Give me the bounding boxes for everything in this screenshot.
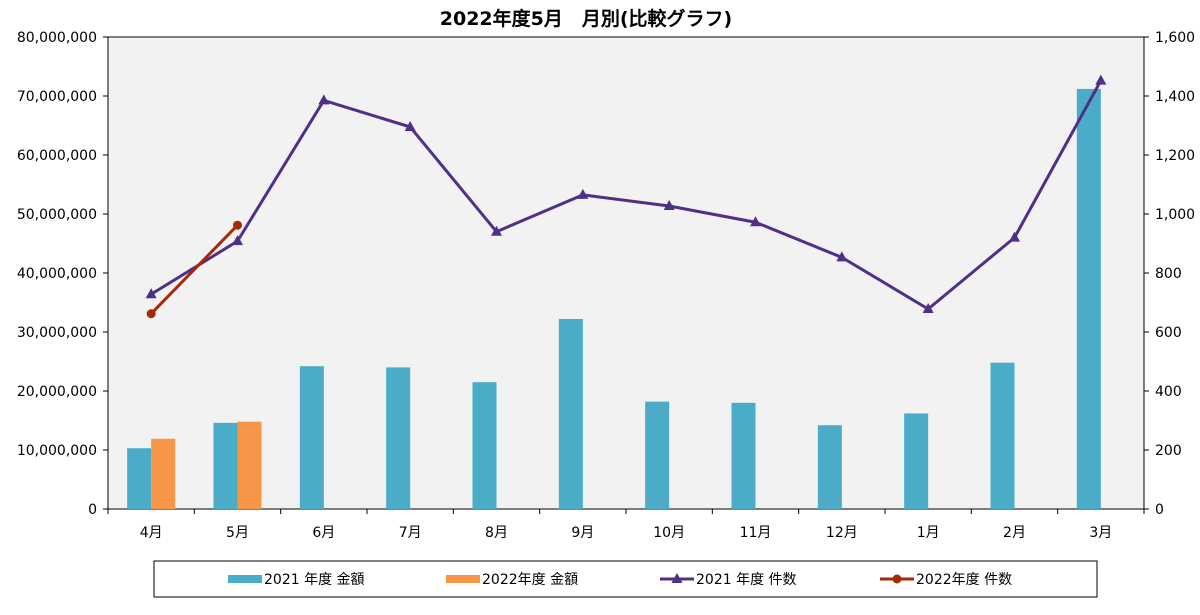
plot-area [107, 36, 1145, 510]
point-2021-8 [836, 251, 848, 262]
bar-2021-5 [558, 319, 583, 509]
point-2021-0 [145, 288, 157, 299]
x-tick-label: 3月 [1089, 525, 1112, 541]
x-tick-label: 10月 [653, 525, 685, 541]
x-tick-label: 11月 [740, 525, 772, 541]
right-tick-label: 1,200 [1155, 148, 1195, 164]
legend-box [153, 560, 1098, 598]
right-tick-label: 1,400 [1155, 89, 1195, 105]
left-tick-label: 70,000,000 [17, 89, 97, 105]
right-tick-label: 0 [1155, 502, 1164, 518]
x-tick-label: 8月 [485, 525, 508, 541]
point-2021-2 [318, 94, 330, 105]
right-tick-label: 200 [1155, 443, 1182, 459]
legend-label-0: 2021 年度 金額 [264, 572, 365, 588]
x-tick-label: 6月 [312, 525, 335, 541]
bar-2022-0 [151, 438, 176, 509]
point-2022-1 [233, 220, 242, 230]
bar-2021-1 [213, 422, 238, 509]
left-tick-label: 50,000,000 [17, 207, 97, 223]
left-tick-label: 60,000,000 [17, 148, 97, 164]
bar-2021-4 [472, 382, 497, 509]
left-tick-label: 20,000,000 [17, 384, 97, 400]
legend-marker-2 [671, 573, 683, 583]
right-tick-label: 600 [1155, 325, 1182, 341]
bar-layer [127, 88, 1101, 510]
bar-2021-8 [817, 425, 842, 509]
left-tick-label: 40,000,000 [17, 266, 97, 282]
point-2021-4 [491, 225, 502, 236]
left-tick-label: 0 [88, 502, 97, 518]
left-tick-label: 10,000,000 [17, 443, 97, 459]
right-tick-label: 1,600 [1155, 30, 1195, 46]
bar-2021-6 [645, 401, 670, 509]
bar-2021-3 [386, 367, 411, 509]
legend-marker-3 [892, 574, 902, 584]
x-tick-label: 2月 [1003, 525, 1026, 541]
line-2021 [150, 79, 1103, 311]
bar-2021-10 [990, 362, 1015, 509]
point-2021-10 [1009, 231, 1020, 242]
axes-layer: 0 10,000,000 20,000,000 30,000,000 40,000,00… [17, 30, 1195, 541]
legend-swatch-0 [228, 575, 262, 583]
x-tick-label: 1月 [917, 525, 940, 541]
x-tick-label: 12月 [826, 525, 858, 541]
line-2022 [150, 224, 239, 315]
bar-2021-7 [731, 402, 756, 509]
point-2022-0 [146, 309, 156, 319]
point-2021-6 [663, 200, 675, 211]
bar-2021-11 [1076, 88, 1101, 510]
marker-layer [145, 74, 1107, 319]
line-layer [150, 79, 1103, 315]
legend-label-1: 2022年度 金額 [482, 572, 578, 588]
x-tick-label: 7月 [399, 525, 422, 541]
x-tick-label: 9月 [571, 525, 594, 541]
point-2021-5 [577, 188, 589, 199]
legend-swatch-1 [446, 575, 480, 583]
left-tick-label: 80,000,000 [17, 30, 97, 46]
point-2021-3 [404, 120, 416, 131]
legend: 2021 年度 金額 2022年度 金額 2021 年度 件数 2022年度 件数 [153, 560, 1098, 598]
right-tick-label: 1,000 [1155, 207, 1195, 223]
legend-label-3: 2022年度 件数 [916, 572, 1012, 588]
point-2021-7 [750, 216, 761, 227]
legend-label-2: 2021 年度 件数 [696, 572, 797, 588]
bar-2021-2 [299, 366, 324, 509]
point-2021-1 [232, 235, 243, 246]
chart-title: 2022年度5月 月別(比較グラフ) [440, 7, 732, 30]
right-tick-label: 400 [1155, 384, 1182, 400]
bar-2022-1 [237, 421, 262, 509]
bar-2021-0 [127, 448, 152, 509]
bar-2021-9 [904, 413, 929, 509]
point-2021-9 [922, 302, 934, 313]
x-tick-label: 4月 [140, 525, 163, 541]
x-tick-label: 5月 [226, 525, 249, 541]
right-tick-label: 800 [1155, 266, 1182, 282]
point-2021-11 [1095, 74, 1107, 85]
left-tick-label: 30,000,000 [17, 325, 97, 341]
